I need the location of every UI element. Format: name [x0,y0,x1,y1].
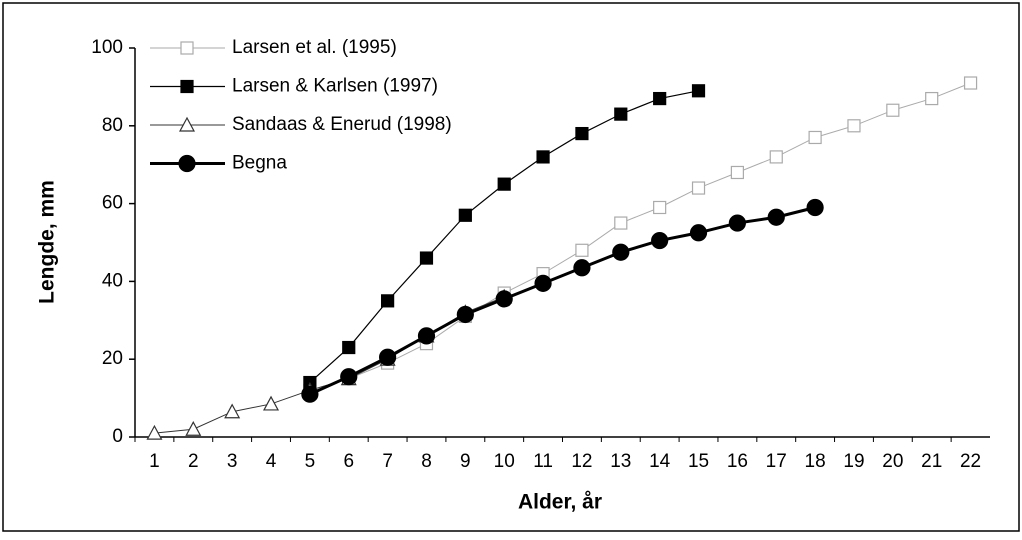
legend-marker [180,79,194,94]
x-tick-label: 4 [266,451,277,472]
point [340,368,358,386]
x-tick-label: 15 [688,451,709,472]
x-tick-label: 13 [610,451,631,472]
x-tick-label: 16 [727,451,748,472]
point [730,165,744,180]
x-tick-label: 19 [843,451,864,472]
point [691,84,706,98]
point [614,216,628,230]
legend-label: Larsen et al. (1995) [232,37,397,58]
point [575,126,589,141]
x-tick-label: 20 [882,451,903,472]
point [806,198,824,217]
point [653,91,667,106]
point [614,107,628,121]
x-tick-label: 3 [227,451,238,472]
y-tick-label: 80 [102,115,123,136]
point [342,340,356,355]
x-tick-label: 12 [571,451,592,472]
point [653,200,667,215]
y-tick-label: 0 [112,426,123,447]
point [847,119,861,133]
point [495,290,513,308]
x-tick-label: 6 [343,451,354,472]
point [379,348,397,366]
y-tick-label: 100 [91,37,123,58]
x-tick-label: 11 [533,451,553,472]
x-tick-label: 18 [805,451,826,472]
x-tick-label: 8 [421,451,432,472]
point [456,305,474,324]
legend-label: Sandaas & Enerud (1998) [232,114,452,135]
point [301,385,319,403]
y-tick-label: 60 [102,193,123,214]
x-tick-label: 17 [766,451,787,472]
x-tick-label: 1 [149,451,160,472]
x-tick-label: 22 [960,451,981,472]
point [767,208,785,226]
point [146,424,163,440]
legend-marker [178,154,196,173]
legend-marker [180,41,194,55]
point [575,243,589,257]
x-axis-label: Alder, år [518,491,602,514]
point [419,251,434,265]
legend-label: Begna [232,153,287,174]
point [886,103,900,117]
legend-label: Larsen & Karlsen (1997) [232,76,438,97]
point [224,403,241,419]
x-tick-label: 7 [382,451,393,472]
point [573,259,591,277]
point [417,327,436,345]
x-tick-label: 9 [460,451,471,472]
y-tick-label: 20 [102,348,123,369]
x-tick-label: 10 [494,451,515,472]
point [185,420,202,436]
point [651,231,669,250]
point [963,76,978,90]
point [497,177,511,191]
point [728,214,746,232]
legend-marker [178,116,196,132]
y-tick-label: 40 [102,270,123,291]
x-tick-label: 21 [921,451,942,472]
x-tick-label: 14 [649,451,671,472]
point [691,181,706,195]
y-axis-label: Lengde, mm [36,180,59,304]
point [808,130,822,145]
frame [2,2,1020,532]
point [925,91,939,106]
point [689,224,708,242]
x-tick-label: 5 [305,451,316,472]
point [458,208,472,222]
point [263,395,280,411]
x-tick-label: 2 [188,451,199,472]
point [612,243,630,261]
point [769,150,783,164]
point [536,150,550,164]
point [534,274,552,292]
point [381,294,395,308]
